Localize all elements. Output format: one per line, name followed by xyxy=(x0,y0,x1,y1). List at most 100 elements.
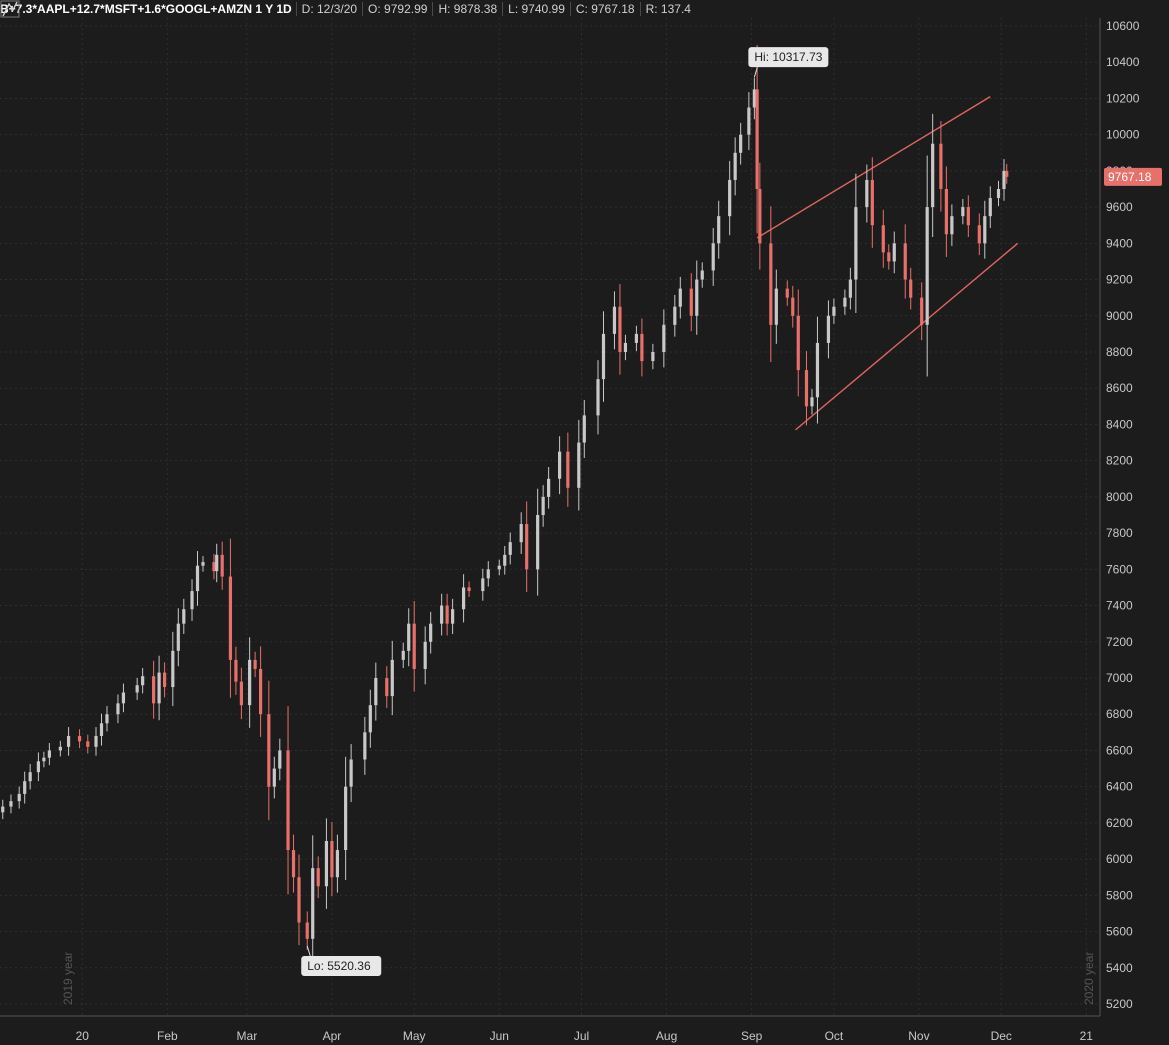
candle-body xyxy=(961,207,965,217)
candle-body xyxy=(881,225,885,253)
candle-body xyxy=(983,216,987,244)
trendline[interactable] xyxy=(756,96,991,239)
candle-body xyxy=(311,868,315,939)
candle-body xyxy=(86,741,90,747)
candle-body xyxy=(752,89,756,108)
symbol-label[interactable]: B+7.3*AAPL+12.7*MSFT+1.6*GOOGL+AMZN 1 Y … xyxy=(0,2,292,16)
trendline[interactable] xyxy=(795,242,1019,431)
y-tick-label: 7600 xyxy=(1106,562,1133,576)
candle-body xyxy=(152,676,156,704)
candle-body xyxy=(977,225,981,244)
y-tick-label: 6000 xyxy=(1106,852,1133,866)
candle-body xyxy=(612,306,617,334)
candle-body xyxy=(717,216,721,244)
low-callout-box xyxy=(301,955,382,976)
y-tick-label: 5400 xyxy=(1106,961,1133,975)
candle-body xyxy=(368,705,372,733)
candle-body xyxy=(832,306,836,316)
candle-body xyxy=(950,216,954,235)
candle-body xyxy=(640,333,644,362)
candle-body xyxy=(176,623,180,651)
candle-body xyxy=(796,315,800,371)
candle-body xyxy=(195,565,200,592)
y-tick-label: 10600 xyxy=(1106,19,1140,33)
drawing-tool-icon[interactable] xyxy=(0,0,20,18)
candle-body xyxy=(815,342,820,398)
candle-body xyxy=(865,179,869,208)
y-tick-label: 9000 xyxy=(1106,309,1133,323)
candle-body xyxy=(94,735,98,747)
candles-layer xyxy=(1,45,1009,972)
y-tick-label: 7200 xyxy=(1106,635,1133,649)
candle-body xyxy=(385,678,389,697)
x-tick-label: Dec xyxy=(991,1029,1012,1043)
candle-body xyxy=(944,189,948,235)
date-readout: D: 12/3/20 xyxy=(295,2,362,16)
candle-body xyxy=(330,841,334,878)
candle-body xyxy=(58,746,62,751)
candle-body xyxy=(267,714,271,787)
candle-body xyxy=(121,692,126,704)
candle-body xyxy=(272,768,276,787)
candle-body xyxy=(239,681,243,706)
candle-body xyxy=(220,554,224,577)
candle-body xyxy=(445,605,449,624)
candle-body xyxy=(854,207,858,280)
candle-body xyxy=(99,723,104,736)
candle-body xyxy=(171,650,175,688)
candle-body xyxy=(201,562,205,566)
candle-body xyxy=(451,609,455,624)
high-readout: H: 9878.38 xyxy=(432,2,502,16)
high-callout-label: Hi: 10317.73 xyxy=(754,50,822,64)
candle-body xyxy=(335,850,340,878)
candle-body xyxy=(596,379,600,416)
candle-body xyxy=(440,605,444,624)
candle-body xyxy=(892,243,896,262)
y-tick-label: 8000 xyxy=(1106,490,1133,504)
x-tick-label: Aug xyxy=(656,1029,677,1043)
candle-body xyxy=(541,496,545,515)
y-tick-label: 10200 xyxy=(1106,91,1140,105)
candle-body xyxy=(739,134,743,153)
x-tick-label: Apr xyxy=(323,1029,342,1043)
candle-body xyxy=(286,750,290,851)
candle-body xyxy=(887,252,891,262)
candle-body xyxy=(374,678,378,706)
candle-body xyxy=(116,703,120,715)
candle-body xyxy=(248,659,252,706)
candle-body xyxy=(601,333,606,380)
trendline-layer[interactable] xyxy=(756,96,1019,431)
candle-body xyxy=(996,189,1001,199)
candle-body xyxy=(497,565,501,570)
candle-body xyxy=(36,761,41,773)
candle-body xyxy=(618,306,622,352)
candle-body xyxy=(297,877,301,923)
candle-body xyxy=(162,672,167,688)
last-price-marker xyxy=(1104,167,1162,186)
candle-body xyxy=(925,207,929,325)
candle-body xyxy=(966,207,970,226)
y-tick-label: 6600 xyxy=(1106,743,1133,757)
candle-body xyxy=(566,451,570,488)
candle-body xyxy=(423,641,427,669)
candle-body xyxy=(920,297,924,325)
candle-body xyxy=(988,198,992,217)
high-callout-box xyxy=(748,47,829,68)
close-readout: C: 9767.18 xyxy=(569,2,640,16)
candle-body xyxy=(141,676,145,686)
y-tick-label: 8200 xyxy=(1106,454,1133,468)
x-tick-label: Feb xyxy=(157,1029,178,1043)
candle-body xyxy=(758,189,762,244)
low-callout-pointer xyxy=(306,945,311,957)
candle-body xyxy=(28,772,32,782)
candle-body xyxy=(508,542,512,555)
y-tick-label: 9400 xyxy=(1106,236,1133,250)
y-tick-label: 7000 xyxy=(1106,671,1133,685)
candle-body xyxy=(316,868,320,887)
candle-body xyxy=(791,297,795,316)
candle-body xyxy=(503,554,507,566)
x-tick-label: Oct xyxy=(825,1029,844,1043)
candle-body xyxy=(733,152,737,180)
candle-body xyxy=(390,659,394,697)
